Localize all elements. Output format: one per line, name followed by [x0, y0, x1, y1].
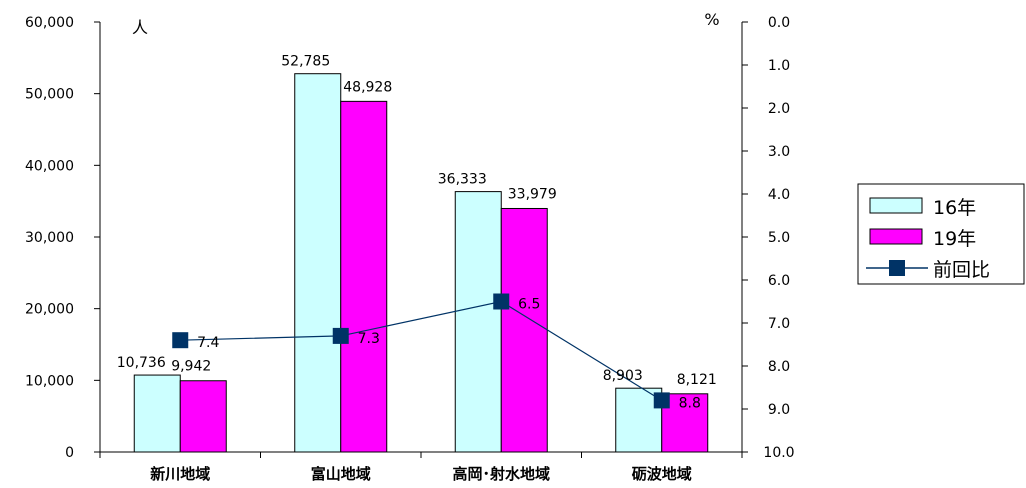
- legend-swatch: [869, 228, 923, 245]
- y-left-tick-label: 20,000: [25, 302, 74, 318]
- bar: [179, 380, 227, 453]
- line-series: [180, 300, 663, 401]
- bar-data-label: 9,942: [171, 359, 211, 375]
- y-right-tick-label: 9.0: [768, 402, 790, 418]
- legend-marker: [889, 260, 905, 276]
- y-left-tick-label: 30,000: [25, 230, 74, 246]
- bar-data-label: 52,785: [281, 54, 330, 70]
- legend-label: 19年: [933, 228, 976, 250]
- line-marker: [332, 327, 349, 344]
- y-left-tick-label: 0: [65, 445, 74, 461]
- y-right-tick-label: 4.0: [768, 187, 790, 203]
- y-left-tick-label: 50,000: [25, 87, 74, 103]
- bar: [340, 100, 388, 453]
- line-layer: [172, 293, 670, 409]
- axes-layer: 0 10,000 20,000 30,000 40,000 50,000 60,000 0.0…: [25, 10, 795, 483]
- y-left-tick-label: 60,000: [25, 15, 74, 31]
- labels-layer: 10,736 52,785 36,333 8,903 9,942 48,928 33,979…: [117, 54, 717, 412]
- line-marker: [172, 332, 189, 349]
- line-data-label: 6.5: [518, 297, 540, 313]
- y-right-tick-label: 7.0: [768, 316, 790, 332]
- line-data-label: 8.8: [679, 395, 701, 411]
- line-data-label: 7.3: [358, 331, 380, 347]
- y-right-tick-label: 0.0: [768, 15, 790, 31]
- legend-label: 16年: [933, 197, 976, 219]
- line-data-label: 7.4: [197, 335, 219, 351]
- y-left-tick-label: 40,000: [25, 158, 74, 174]
- legend-swatch: [869, 197, 923, 214]
- bar: [294, 73, 342, 453]
- y-right-tick-label: 6.0: [768, 273, 790, 289]
- bars-layer: [133, 73, 709, 453]
- y-right-tick-label: 10.0: [763, 445, 794, 461]
- x-tick-label: 高岡･射水地域: [452, 465, 550, 483]
- bar-data-label: 10,736: [117, 355, 166, 371]
- y-right-tick-label: 3.0: [768, 144, 790, 160]
- bar: [454, 191, 502, 453]
- line-marker: [493, 293, 510, 310]
- line-marker: [653, 392, 670, 409]
- bar-data-label: 8,121: [677, 372, 717, 388]
- y-right-tick-label: 5.0: [768, 230, 790, 246]
- y-right-unit: %: [704, 10, 719, 29]
- y-left-tick-label: 10,000: [25, 373, 74, 389]
- x-tick-label: 砺波地域: [632, 465, 692, 483]
- y-right-tick-label: 1.0: [768, 58, 790, 74]
- y-right-tick-label: 2.0: [768, 101, 790, 117]
- bar-data-label: 48,928: [343, 79, 392, 95]
- bar: [133, 374, 181, 453]
- x-tick-label: 新川地域: [150, 465, 210, 483]
- x-tick-label: 富山地域: [311, 465, 371, 483]
- legend-label: 前回比: [933, 259, 990, 281]
- bar-data-label: 33,979: [508, 186, 557, 202]
- y-left-unit: 人: [132, 18, 148, 37]
- bar-data-label: 36,333: [438, 172, 487, 188]
- y-right-tick-label: 8.0: [768, 359, 790, 375]
- bar-data-label: 8,903: [603, 368, 643, 384]
- bar: [500, 207, 548, 453]
